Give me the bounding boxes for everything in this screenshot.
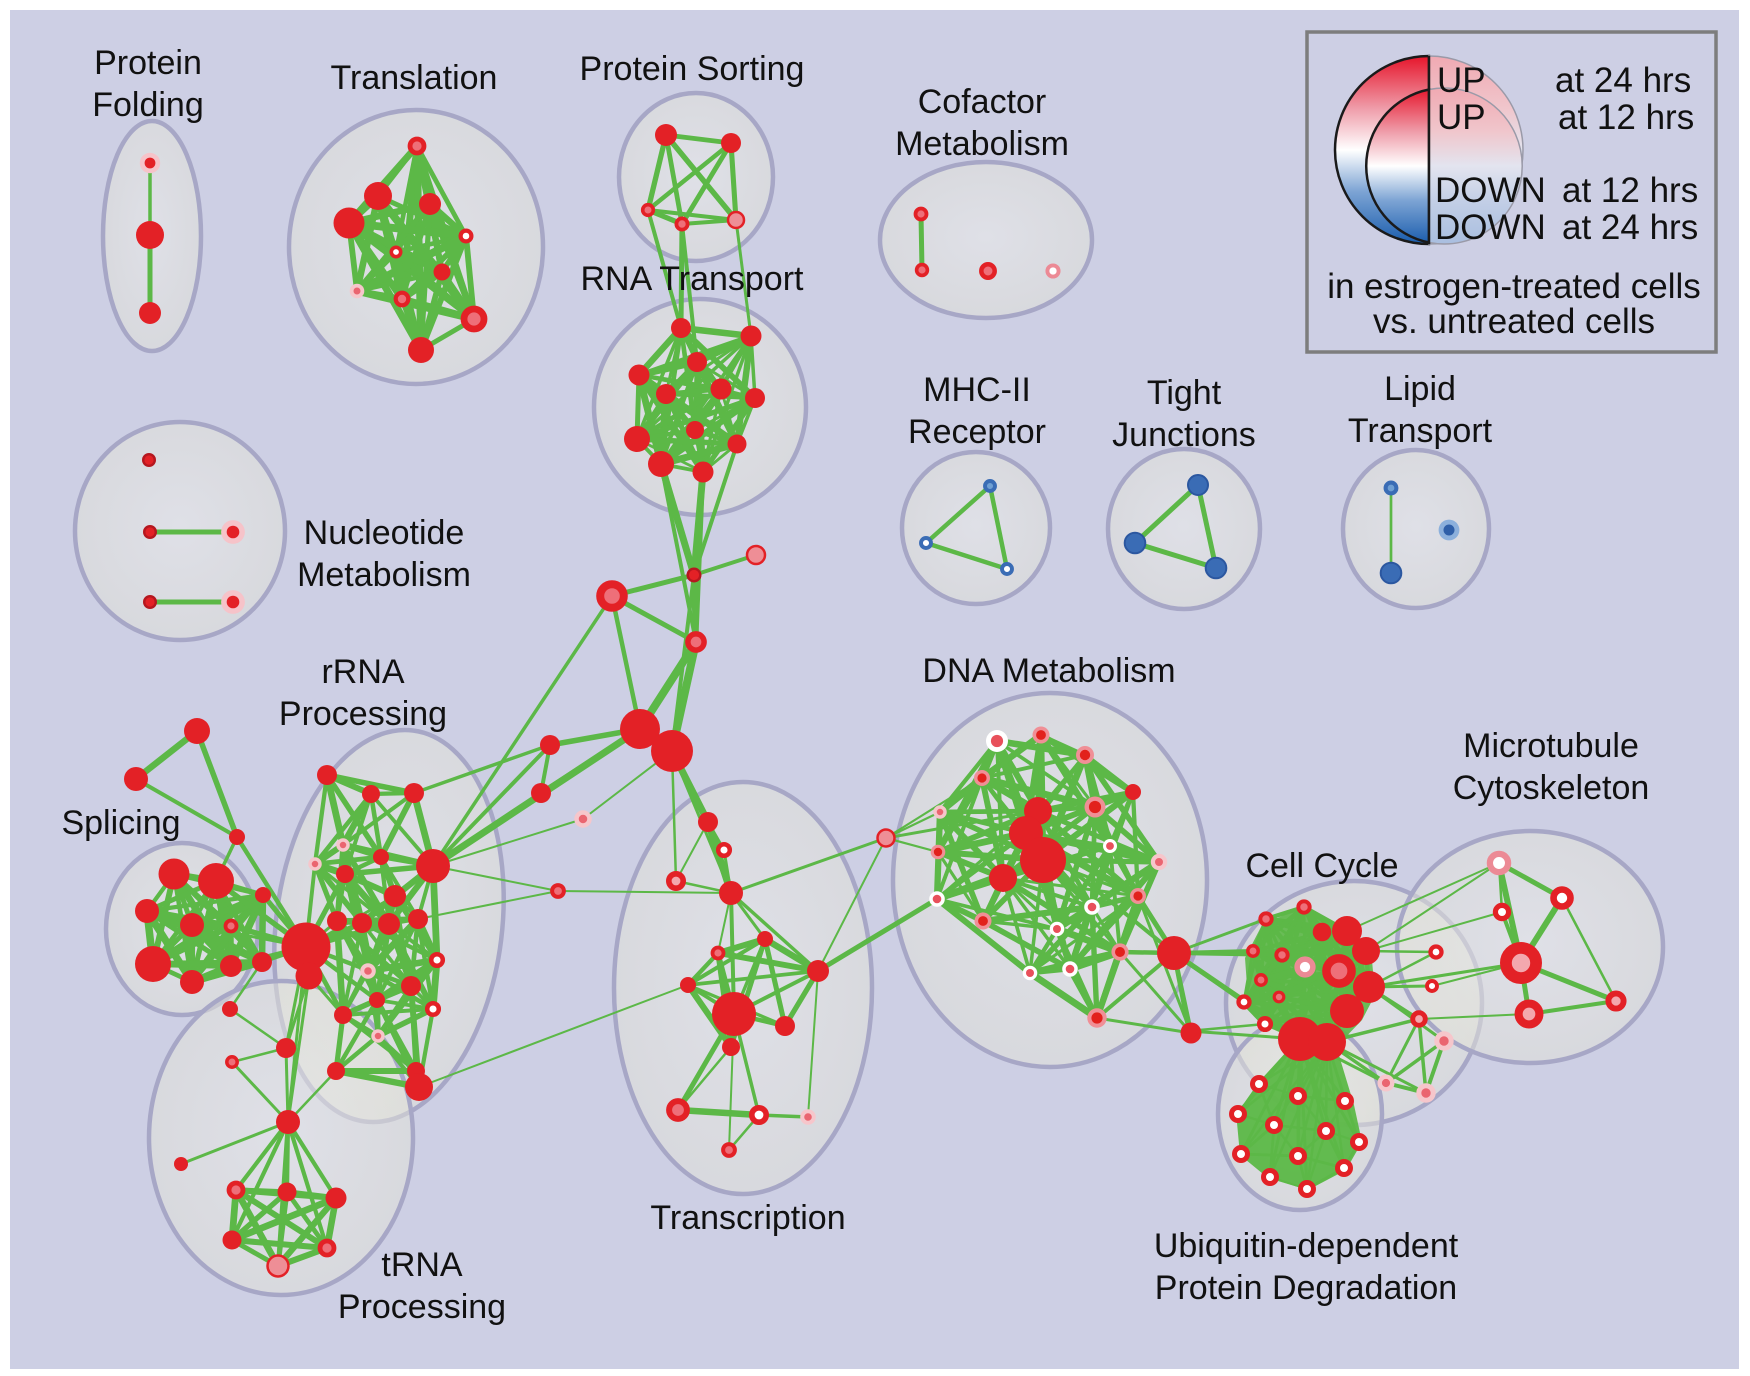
svg-text:Metabolism: Metabolism — [895, 125, 1069, 163]
svg-text:Protein Sorting: Protein Sorting — [580, 50, 805, 88]
svg-text:Cell Cycle: Cell Cycle — [1245, 847, 1398, 885]
svg-text:DOWN: DOWN — [1435, 171, 1546, 210]
svg-text:rRNA: rRNA — [321, 653, 404, 691]
svg-text:at 12 hrs: at 12 hrs — [1558, 98, 1694, 137]
svg-text:at 12 hrs: at 12 hrs — [1562, 171, 1698, 210]
svg-text:Receptor: Receptor — [908, 413, 1046, 451]
svg-text:Lipid: Lipid — [1384, 370, 1456, 408]
svg-text:vs. untreated cells: vs. untreated cells — [1373, 302, 1655, 341]
svg-text:Ubiquitin-dependent: Ubiquitin-dependent — [1154, 1227, 1459, 1265]
svg-text:UP: UP — [1437, 61, 1486, 100]
svg-text:Cofactor: Cofactor — [918, 83, 1047, 121]
svg-text:Metabolism: Metabolism — [297, 556, 471, 594]
svg-text:Folding: Folding — [92, 86, 204, 124]
svg-text:Protein: Protein — [94, 44, 202, 82]
svg-text:Tight: Tight — [1147, 374, 1222, 412]
svg-text:Junctions: Junctions — [1112, 416, 1256, 454]
svg-text:DOWN: DOWN — [1435, 208, 1546, 247]
svg-text:Processing: Processing — [279, 695, 447, 733]
svg-text:RNA Transport: RNA Transport — [581, 260, 805, 298]
svg-text:Microtubule: Microtubule — [1463, 727, 1639, 765]
svg-text:Splicing: Splicing — [61, 804, 180, 842]
svg-text:Protein Degradation: Protein Degradation — [1155, 1269, 1457, 1307]
svg-text:in estrogen-treated cells: in estrogen-treated cells — [1327, 267, 1701, 306]
svg-text:at 24 hrs: at 24 hrs — [1555, 61, 1691, 100]
svg-text:Processing: Processing — [338, 1288, 506, 1326]
svg-text:at 24 hrs: at 24 hrs — [1562, 208, 1698, 247]
svg-text:Transcription: Transcription — [650, 1199, 845, 1237]
svg-text:Transport: Transport — [1348, 412, 1493, 450]
svg-text:tRNA: tRNA — [381, 1246, 463, 1284]
svg-text:UP: UP — [1437, 98, 1486, 137]
svg-text:DNA Metabolism: DNA Metabolism — [922, 652, 1175, 690]
svg-text:MHC-II: MHC-II — [923, 371, 1031, 409]
svg-text:Cytoskeleton: Cytoskeleton — [1453, 769, 1650, 807]
svg-text:Translation: Translation — [331, 59, 498, 97]
svg-text:Nucleotide: Nucleotide — [304, 514, 465, 552]
